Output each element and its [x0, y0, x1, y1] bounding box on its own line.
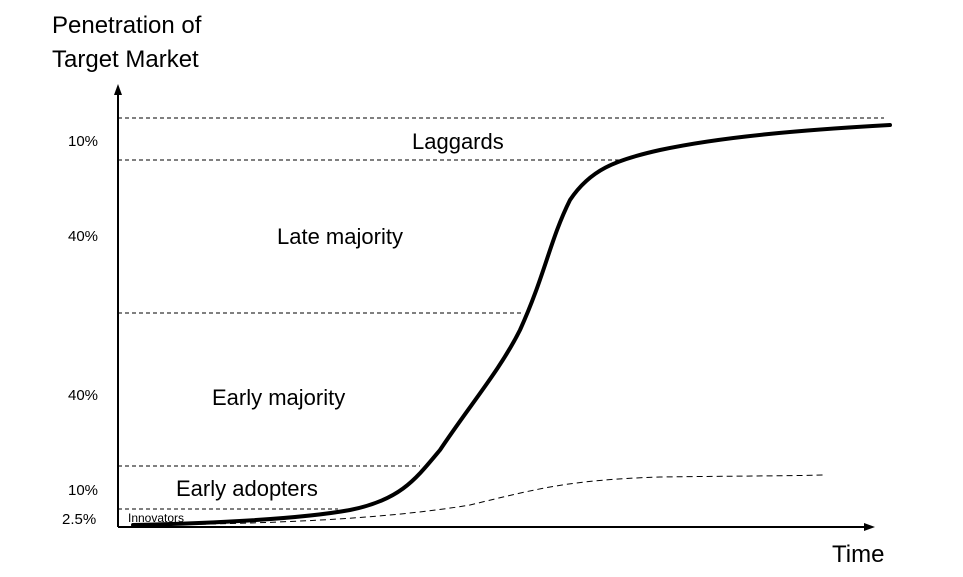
segment-early-majority: Early majority — [212, 385, 346, 410]
y-axis-label-line-1: Penetration of — [52, 12, 202, 39]
segment-late-majority: Late majority — [277, 224, 403, 249]
share-early-adopters: 10% — [68, 482, 99, 499]
segment-laggards: Laggards — [412, 129, 504, 154]
y-axis-label-line-2: Target Market — [52, 46, 199, 73]
y-axis-arrowhead — [114, 84, 122, 95]
share-late-majority: 40% — [68, 228, 99, 245]
share-innovators: 2.5% — [62, 511, 97, 528]
s-curve — [131, 123, 892, 527]
x-axis-label: Time — [832, 541, 885, 568]
share-early-majority: 40% — [68, 387, 99, 404]
dashed-adoption-curve — [139, 474, 824, 526]
segment-innovators: Innovators — [128, 511, 185, 525]
share-laggards: 10% — [68, 133, 99, 150]
x-axis-arrowhead — [864, 523, 875, 531]
segment-early-adopters: Early adopters — [176, 476, 318, 501]
y-axis-label: Penetration of Target Market — [52, 9, 201, 77]
